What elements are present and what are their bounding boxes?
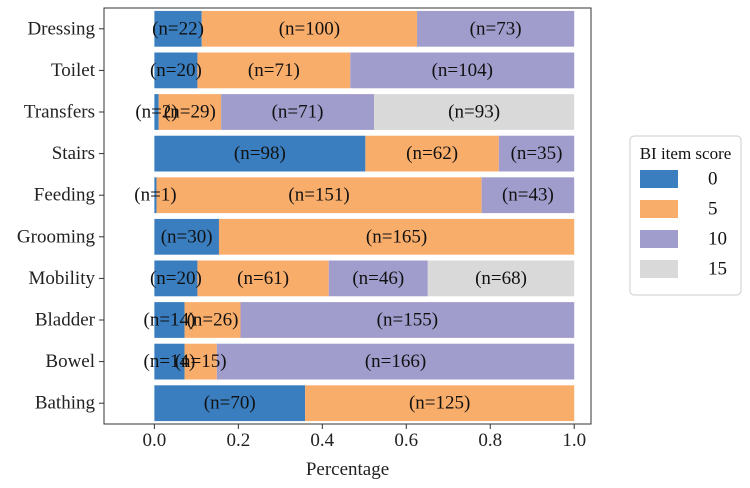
bar-value-label: (n=20) [150, 268, 202, 289]
bar-segment [154, 260, 198, 297]
bar-value-label: (n=71) [248, 60, 300, 81]
y-tick-label: Bowel [45, 351, 95, 372]
bar-segment [427, 260, 575, 297]
bar-segment [154, 218, 219, 255]
y-tick-label: Grooming [17, 226, 96, 247]
bar-value-label: (n=1) [134, 185, 176, 206]
bar-segment [184, 302, 241, 338]
bar-segment [328, 260, 428, 297]
bar-value-label: (n=20) [150, 60, 202, 81]
bar-value-label: (n=14) [144, 310, 196, 331]
y-tick-label: Transfers [24, 102, 95, 123]
bar-segment [350, 52, 575, 89]
legend-title: BI item score [640, 144, 732, 163]
bar-segment [154, 343, 185, 380]
legend-swatch [640, 230, 678, 248]
bar-segment [154, 135, 366, 172]
plot-frame [103, 7, 592, 425]
bar-value-label: (n=43) [502, 185, 554, 206]
bar-value-label: (n=26) [187, 310, 239, 331]
bar-value-label: (n=166) [365, 351, 426, 372]
bar-value-label: (n=22) [152, 18, 204, 39]
bar-value-label: (n=125) [409, 393, 470, 414]
bar-segment [221, 94, 374, 130]
bar-value-label: (n=15) [175, 351, 227, 372]
bar-segment [240, 302, 575, 338]
bar-value-label: (n=70) [204, 393, 256, 414]
bar-value-label: (n=46) [352, 268, 404, 289]
bar-segment [498, 135, 575, 172]
bar-segment [197, 52, 351, 89]
bar-value-label: (n=68) [475, 268, 527, 289]
x-tick-label: 1.0 [562, 430, 586, 451]
bar-segment [154, 10, 202, 47]
legend-label: 15 [708, 259, 727, 280]
bar-segment [154, 52, 198, 89]
bar-value-label: (n=14) [144, 351, 196, 372]
legend: BI item score 0 5 10 15 [629, 135, 742, 296]
bar-value-label: (n=29) [164, 102, 216, 123]
bar-segment [184, 343, 217, 380]
bar-value-label: (n=2) [135, 102, 177, 123]
bar-value-label: (n=62) [406, 143, 458, 164]
y-tick-label: Toilet [51, 60, 96, 81]
bar-segment [154, 302, 185, 338]
bar-value-label: (n=73) [470, 18, 522, 39]
bar-value-label: (n=100) [279, 18, 340, 39]
bar-segment [201, 10, 418, 47]
bar-segment [154, 94, 159, 130]
legend-label: 10 [708, 229, 727, 250]
bar-segment [156, 177, 482, 214]
y-tick-label: Dressing [27, 18, 95, 39]
y-tick-label: Bathing [35, 393, 96, 414]
legend-swatch [640, 200, 678, 218]
bar-value-label: (n=93) [448, 102, 500, 123]
y-tick-label: Feeding [34, 185, 96, 206]
bar-segment [218, 218, 575, 255]
bar-segment [197, 260, 329, 297]
bar-value-label: (n=98) [234, 143, 286, 164]
bar-value-label: (n=151) [288, 185, 349, 206]
x-tick-label: 0.4 [310, 430, 334, 451]
bar-value-label: (n=165) [366, 226, 427, 247]
x-axis-title: Percentage [306, 459, 389, 480]
bar-segment [305, 385, 575, 422]
bar-segment [158, 94, 222, 130]
bar-segment [154, 177, 157, 214]
bar-value-label: (n=71) [272, 102, 324, 123]
x-axis: 0.0 0.2 0.4 0.6 0.8 1.0 [143, 424, 586, 451]
y-axis: Dressing Toilet Transfers Stairs Feeding Groo… [17, 18, 104, 414]
bar-segment [216, 343, 575, 380]
bar-labels-layer: (n=22) (n=100) (n=73) (n=20) (n=71) (n=104) (n… [134, 18, 562, 413]
y-tick-label: Stairs [52, 143, 95, 164]
bar-segment [481, 177, 575, 214]
x-tick-label: 0.8 [478, 430, 502, 451]
x-tick-label: 0.2 [226, 430, 250, 451]
bar-value-label: (n=30) [161, 226, 213, 247]
bar-value-label: (n=104) [432, 60, 493, 81]
bars-layer [154, 10, 575, 422]
bar-value-label: (n=155) [377, 310, 438, 331]
x-tick-label: 0.0 [143, 430, 167, 451]
bar-segment [365, 135, 499, 172]
y-tick-label: Bladder [35, 310, 96, 331]
bar-value-label: (n=35) [511, 143, 563, 164]
legend-swatch [640, 260, 678, 278]
legend-label: 0 [708, 169, 718, 190]
legend-swatch [640, 170, 678, 188]
x-tick-label: 0.6 [394, 430, 418, 451]
bar-segment [417, 10, 575, 47]
bar-segment [154, 385, 306, 422]
bar-segment [373, 94, 575, 130]
legend-label: 5 [708, 199, 718, 220]
bar-value-label: (n=61) [237, 268, 289, 289]
y-tick-label: Mobility [28, 268, 95, 289]
